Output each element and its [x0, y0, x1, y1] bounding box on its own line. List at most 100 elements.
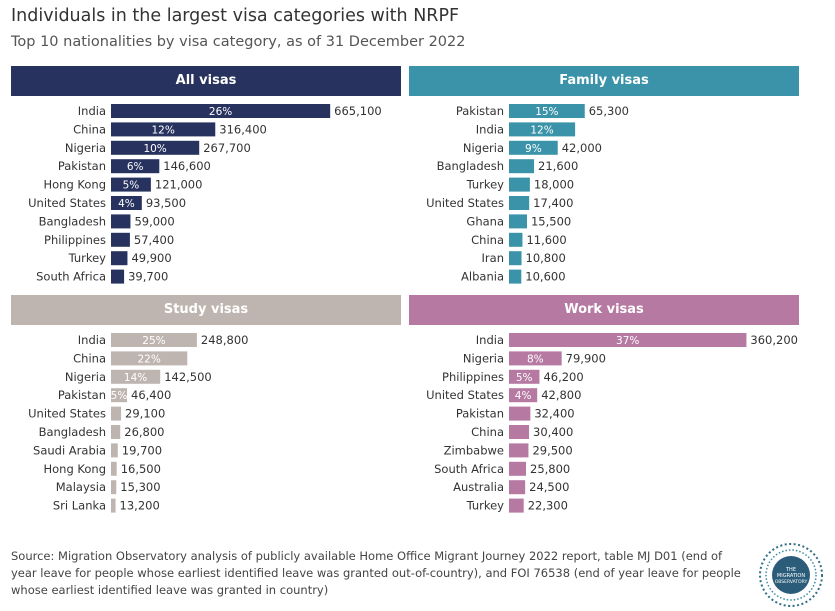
category-label: India — [476, 333, 504, 347]
category-label: Bangladesh — [39, 425, 106, 439]
bar — [111, 443, 118, 458]
value-label: 42,000 — [562, 141, 602, 155]
value-label: 15,300 — [120, 480, 160, 494]
share-label: 10% — [143, 143, 166, 155]
share-label: 5% — [123, 180, 140, 192]
category-label: Nigeria — [65, 141, 106, 155]
value-label: 10,800 — [526, 251, 566, 265]
value-label: 665,100 — [334, 104, 382, 118]
category-label: Zimbabwe — [444, 443, 504, 457]
migration-observatory-logo: THE MIGRATION OBSERVATORY — [759, 543, 823, 607]
bar — [111, 388, 128, 403]
bar — [111, 214, 131, 229]
bar — [509, 269, 522, 284]
value-label: 59,000 — [134, 214, 174, 228]
category-label: China — [73, 351, 106, 365]
svg-text:OBSERVATORY: OBSERVATORY — [775, 579, 808, 585]
bar — [509, 388, 538, 403]
bar — [509, 140, 558, 155]
value-label: 57,400 — [134, 233, 174, 247]
category-label: Pakistan — [58, 159, 106, 173]
value-label: 16,500 — [121, 462, 161, 476]
category-label: China — [471, 425, 504, 439]
chart-subtitle: Top 10 nationalities by visa category, a… — [11, 34, 466, 50]
category-label: Australia — [453, 480, 504, 494]
category-label: Malaysia — [56, 480, 106, 494]
value-label: 39,700 — [128, 270, 168, 284]
bar — [111, 159, 160, 174]
bar — [509, 196, 530, 210]
value-label: 142,500 — [164, 370, 212, 384]
value-label: 18,000 — [534, 178, 574, 192]
share-label: 6% — [127, 161, 144, 173]
panel-family-visas: Family visas Pakistan 15% 65,300 India 12% Ni… — [409, 66, 799, 288]
value-label: 15,500 — [531, 214, 571, 228]
category-label: Saudi Arabia — [33, 443, 106, 457]
bar — [111, 251, 128, 266]
category-label: Pakistan — [58, 388, 106, 402]
bar-chart-all-visas: India 26% 665,100 China 12% 316,400 Nigeria 10%… — [28, 104, 382, 284]
bar — [509, 480, 526, 495]
value-label: 360,200 — [750, 333, 798, 347]
share-label: 4% — [515, 390, 532, 402]
value-label: 46,400 — [131, 388, 171, 402]
value-label: 42,800 — [541, 388, 581, 402]
category-label: Turkey — [466, 178, 505, 192]
share-label: 26% — [209, 106, 232, 118]
value-label: 46,200 — [543, 370, 583, 384]
category-label: India — [78, 333, 106, 347]
category-label: Bangladesh — [39, 214, 106, 228]
bar — [509, 251, 522, 266]
category-label: Turkey — [68, 251, 107, 265]
category-label: Bangladesh — [437, 159, 504, 173]
share-label: 5% — [516, 372, 533, 384]
value-label: 248,800 — [201, 333, 249, 347]
category-label: Nigeria — [463, 351, 504, 365]
category-label: Sri Lanka — [53, 499, 106, 513]
panel-title: Study visas — [11, 295, 401, 325]
bar-chart-work-visas: India 37% 360,200 Nigeria 8% 79,900 Philippine… — [426, 333, 798, 513]
bar — [111, 104, 331, 118]
panel-all-visas: All visas India 26% 665,100 China 12% 316,400… — [11, 66, 401, 288]
value-label: 26,800 — [124, 425, 164, 439]
bar — [111, 351, 188, 366]
bar — [111, 269, 125, 284]
value-label: 29,100 — [125, 407, 165, 421]
bar — [111, 480, 117, 495]
category-label: United States — [28, 407, 106, 421]
panel-title: Family visas — [409, 66, 799, 96]
bar — [509, 461, 527, 476]
value-label: 146,600 — [163, 159, 211, 173]
category-label: Nigeria — [65, 370, 106, 384]
value-label: 21,600 — [538, 159, 578, 173]
category-label: South Africa — [434, 462, 504, 476]
share-label: 15% — [535, 106, 558, 118]
bar — [509, 498, 524, 513]
value-label: 93,500 — [146, 196, 186, 210]
share-label: 5% — [111, 390, 128, 402]
value-label: 19,700 — [122, 443, 162, 457]
bar — [111, 461, 117, 476]
bar — [509, 333, 747, 347]
bar — [509, 177, 530, 192]
value-label: 24,500 — [529, 480, 569, 494]
share-label: 14% — [124, 372, 147, 384]
value-label: 30,400 — [533, 425, 573, 439]
bar — [509, 104, 585, 118]
bar — [111, 406, 122, 421]
value-label: 316,400 — [219, 122, 267, 136]
bar — [111, 425, 121, 439]
bar-chart-study-visas: India 25% 248,800 China 22% Nigeria 14% 142,500… — [28, 333, 249, 513]
category-label: Iran — [482, 251, 504, 265]
panel-work-visas: Work visas India 37% 360,200 Nigeria 8% 79,90… — [409, 295, 799, 517]
category-label: Hong Kong — [43, 178, 106, 192]
bar — [111, 232, 130, 247]
category-label: Philippines — [44, 233, 106, 247]
value-label: 10,600 — [525, 270, 565, 284]
category-label: South Africa — [36, 270, 106, 284]
source-note: Source: Migration Observatory analysis o… — [11, 549, 741, 597]
share-label: 22% — [137, 353, 160, 365]
value-label: 49,900 — [131, 251, 171, 265]
category-label: Pakistan — [456, 104, 504, 118]
bar — [509, 443, 529, 458]
